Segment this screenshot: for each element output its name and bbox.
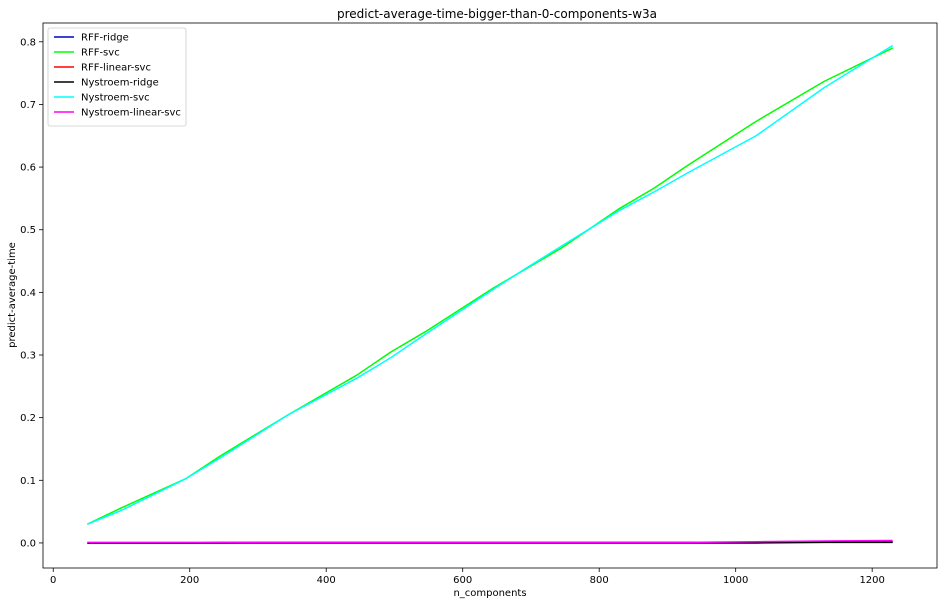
x-tick-label: 200 — [180, 575, 199, 586]
x-axis: 0 200 400 600 800 1000 1200 — [50, 568, 885, 586]
legend: RFF-ridge RFF-svc RFF-linear-svc Nystroem-r… — [47, 27, 187, 127]
x-tick-label: 800 — [590, 575, 609, 586]
series-lines — [87, 44, 894, 544]
y-tick-label: 0.2 — [20, 413, 36, 424]
y-axis: 0.0 0.1 0.2 0.3 0.4 0.5 0.6 0.7 0.8 — [20, 37, 43, 549]
legend-entry-label: Nystroem-linear-svc — [81, 108, 181, 119]
y-tick-label: 0.1 — [20, 476, 36, 487]
x-tick-label: 1000 — [723, 575, 748, 586]
legend-entry-label: RFF-ridge — [81, 33, 129, 44]
y-tick-label: 0.7 — [20, 100, 36, 111]
plot-area — [42, 22, 938, 569]
y-tick-label: 0.5 — [20, 225, 36, 236]
legend-entry-label: Nystroem-svc — [81, 93, 150, 104]
x-axis-label: n_components — [453, 588, 526, 599]
y-axis-label: predict-average-time — [7, 242, 18, 348]
series-line-rff-svc — [87, 47, 893, 525]
y-tick-label: 0.0 — [20, 538, 36, 549]
legend-entry-label: Nystroem-ridge — [81, 78, 159, 89]
legend-entry-label: RFF-linear-svc — [81, 63, 151, 74]
legend-entry-label: RFF-svc — [81, 48, 120, 59]
chart-title: predict-average-time-bigger-than-0-compo… — [337, 7, 657, 21]
y-tick-label: 0.3 — [20, 351, 36, 362]
y-tick-label: 0.4 — [20, 288, 36, 299]
x-tick-label: 600 — [453, 575, 472, 586]
series-line-nystroem-linear-svc — [87, 539, 893, 544]
x-tick-label: 400 — [317, 575, 336, 586]
legend-box — [47, 27, 187, 127]
y-tick-label: 0.8 — [20, 37, 36, 48]
x-tick-label: 0 — [50, 575, 56, 586]
x-tick-label: 1200 — [859, 575, 884, 586]
series-line-nystroem-svc — [87, 44, 894, 525]
y-tick-label: 0.6 — [20, 163, 36, 174]
plot-frame — [42, 22, 938, 569]
